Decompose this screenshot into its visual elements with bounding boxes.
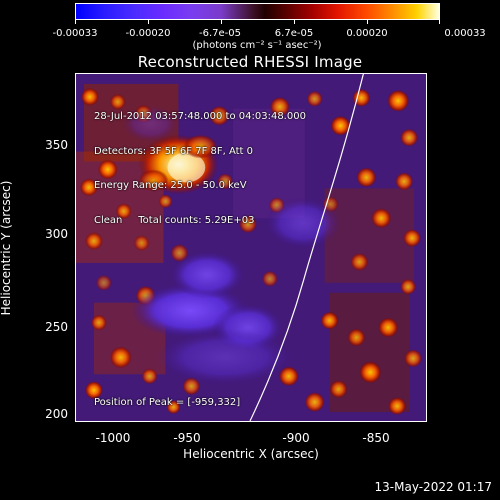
colorbar-tick [439,20,440,24]
solar-limb [249,74,364,421]
colorbar-tick [75,20,76,24]
colorbar-tick [367,20,368,24]
colorbar-unit: (photons cm⁻² s⁻¹ asec⁻²) [192,40,322,51]
colorbar-tick [221,20,222,24]
y-tick-label: 200 [45,407,68,421]
violet-regions [122,105,341,386]
colorbar-label: -0.00033 [52,28,98,39]
colorbar-label: 6.7e-05 [274,28,314,39]
x-tick-label: -900 [282,431,310,445]
y-axis-label: Heliocentric Y (arcsec) [0,180,13,316]
colorbar-label: -6.7e-05 [199,28,241,39]
x-tick-label: -1000 [95,431,131,445]
peak-position-label: Position of Peak = [-959,332] [94,397,241,408]
colorbar-ticks [75,20,440,24]
render-timestamp: 13-May-2022 01:17 [374,480,492,494]
info-line: Clean Total counts: 5.29E+03 [94,214,255,226]
colorbar-label: -0.00020 [125,28,171,39]
image-plot [76,74,426,421]
page-title: Reconstructed RHESSI Image [137,53,363,71]
info-box: 28-Jul-2012 03:57:48.000 to 04:03:48.000… [94,88,306,249]
info-line: Energy Range: 25.0 - 50.0 keV [94,180,247,191]
y-tick-label: 250 [45,320,68,334]
plot-frame [75,73,427,422]
bright-source [138,134,219,195]
colorbar-tick [294,20,295,24]
x-tick-label: -950 [173,431,201,445]
x-tick-label: -850 [362,431,390,445]
colorbar-label: 0.00020 [346,28,388,39]
info-line: 28-Jul-2012 03:57:48.000 to 04:03:48.000 [94,111,306,122]
y-tick-label: 300 [45,227,68,241]
x-axis-label: Heliocentric X (arcsec) [183,447,319,461]
colorbar [75,3,440,20]
info-line: Detectors: 3F 5F 6F 7F 8F, Att 0 [94,145,254,157]
colorbar-label: 0.00033 [444,28,486,39]
y-tick-label: 350 [45,138,68,152]
colorbar-tick [148,20,149,24]
